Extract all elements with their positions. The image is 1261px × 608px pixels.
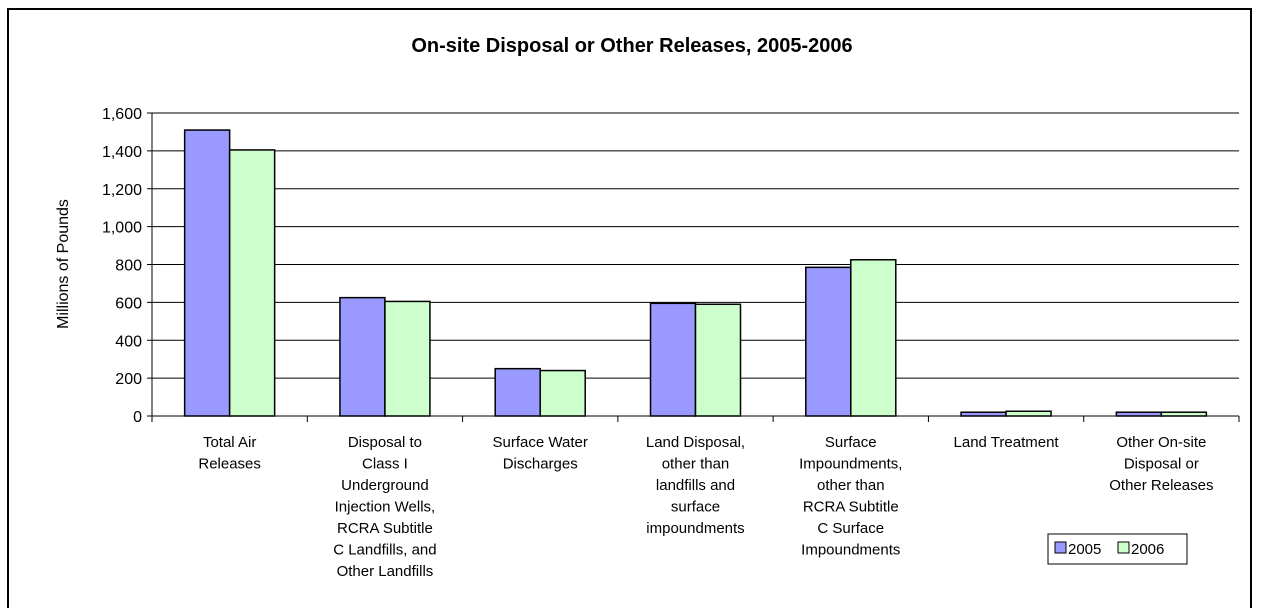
bar-2005-7	[1115, 411, 1163, 417]
y-tick-label: 1,200	[102, 182, 142, 199]
legend-label-2006: 2006	[1131, 541, 1164, 558]
x-category-label: Surface Impoundments, other than RCRA Subti…	[799, 434, 902, 559]
bar-2006-5	[850, 259, 897, 417]
y-tick-label: 800	[115, 258, 142, 275]
bar-2006-7	[1160, 411, 1208, 417]
x-category-label: Land Disposal, other than landfills and sur…	[646, 434, 745, 537]
legend-swatch-2006	[1117, 541, 1130, 554]
y-tick-label: 200	[115, 371, 142, 388]
chart-title: On-site Disposal or Other Releases, 2005…	[411, 35, 852, 57]
x-category-label: Surface Water Discharges	[493, 434, 588, 473]
bar-2006-4	[694, 303, 742, 417]
y-axis-label: Millions of Pounds	[55, 199, 72, 329]
y-tick-label: 600	[115, 295, 142, 312]
bar-2006-2	[384, 300, 431, 417]
legend: 2005 2006	[1047, 533, 1188, 565]
bar-2006-6	[1005, 410, 1052, 417]
y-tick-label: 1,000	[102, 220, 142, 237]
bars	[183, 129, 1208, 417]
y-tick-label: 400	[115, 333, 142, 350]
y-tick-label: 0	[133, 409, 142, 426]
bar-2005-1	[183, 129, 231, 417]
x-category-label: Total Air Releases	[198, 434, 261, 473]
legend-swatch-2005	[1054, 541, 1067, 554]
y-tick-label: 1,600	[102, 106, 142, 123]
x-category-labels: Total Air Releases Disposal to Class I Under…	[198, 434, 1213, 580]
x-category-label: Other On-site Disposal or Other Releases	[1109, 434, 1213, 494]
x-category-label: Disposal to Class I Underground Injection W…	[333, 434, 436, 580]
x-category-label: Land Treatment	[954, 434, 1060, 451]
bar-2005-2	[339, 296, 386, 417]
bar-2005-4	[649, 302, 697, 417]
y-tick-labels: 0 200 400 600 800 1,000 1,200 1,400 1,600	[102, 106, 152, 426]
bar-2006-1	[228, 149, 276, 417]
legend-label-2005: 2005	[1068, 541, 1101, 558]
y-tick-label: 1,400	[102, 144, 142, 161]
bar-2005-6	[960, 411, 1007, 417]
bar-2005-5	[805, 266, 852, 417]
bar-2005-3	[494, 367, 541, 417]
bar-2006-3	[539, 369, 586, 417]
